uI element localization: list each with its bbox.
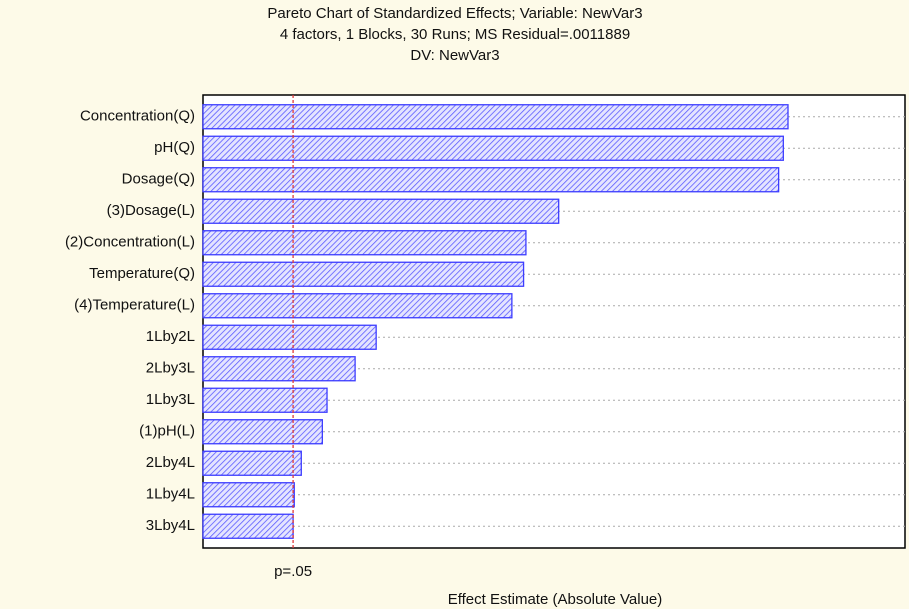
y-tick-label: 2Lby4L (146, 454, 195, 471)
y-tick-label: (3)Dosage(L) (107, 202, 195, 219)
bar (202, 293, 513, 319)
bar (202, 230, 527, 256)
chart-title: Pareto Chart of Standardized Effects; Va… (267, 5, 642, 22)
bar (202, 419, 323, 445)
bar (202, 104, 789, 130)
y-tick-label: (4)Temperature(L) (74, 297, 195, 314)
x-axis-title: Effect Estimate (Absolute Value) (448, 591, 663, 608)
y-tick-label: 1Lby4L (146, 486, 195, 503)
bar (202, 324, 377, 350)
y-tick-label: pH(Q) (154, 139, 195, 156)
bar (202, 387, 328, 413)
y-tick-label: Dosage(Q) (122, 171, 195, 188)
bar (202, 167, 780, 193)
y-tick-label: 1Lby3L (146, 391, 195, 408)
plot-area (202, 94, 906, 549)
bar (202, 261, 525, 287)
y-tick-label: 1Lby2L (146, 328, 195, 345)
bar (202, 356, 356, 382)
bar (202, 450, 302, 476)
y-tick-label: 2Lby3L (146, 360, 195, 377)
bar (202, 482, 295, 508)
y-tick-label: Concentration(Q) (80, 108, 195, 125)
y-tick-label: (2)Concentration(L) (65, 234, 195, 251)
bar (202, 198, 560, 224)
reference-label: p=.05 (274, 563, 312, 580)
y-tick-label: (1)pH(L) (139, 423, 195, 440)
y-tick-label: 3Lby4L (146, 517, 195, 534)
bar (202, 513, 294, 539)
bar (202, 135, 784, 161)
y-tick-label: Temperature(Q) (89, 265, 195, 282)
chart-subtitle: 4 factors, 1 Blocks, 30 Runs; MS Residua… (280, 26, 630, 43)
chart-subtitle: DV: NewVar3 (410, 47, 499, 64)
